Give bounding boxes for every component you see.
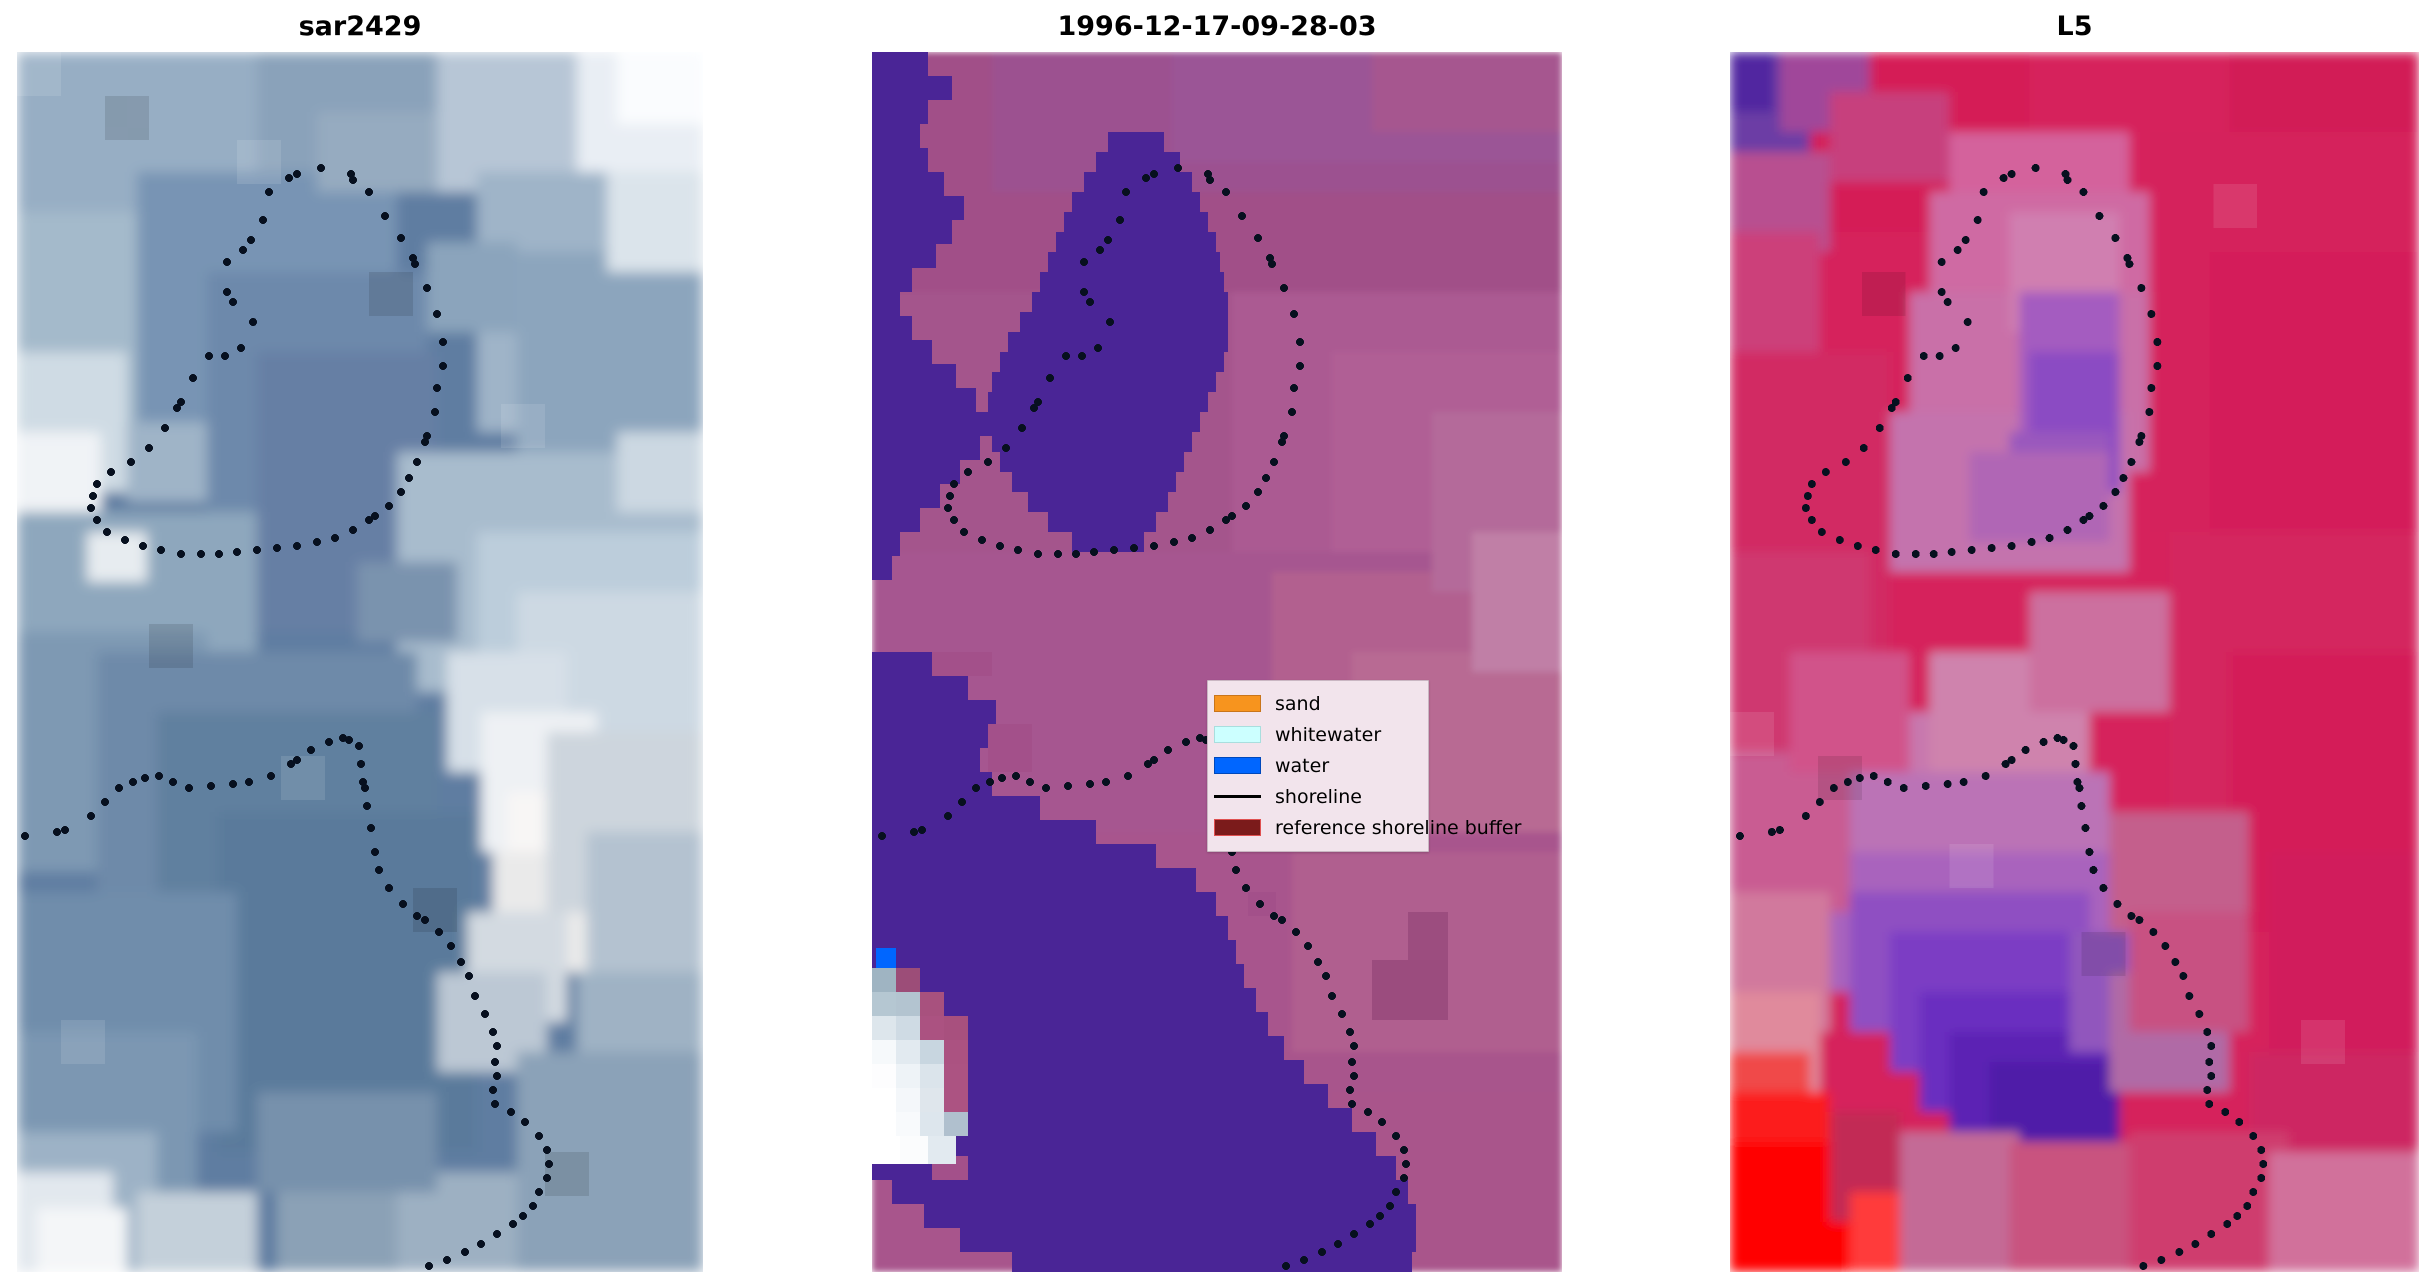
legend-label-reference-buffer: reference shoreline buffer — [1275, 816, 1522, 839]
shoreline-dots-lower — [878, 734, 1410, 1270]
panel-index-l5: L5 — [1730, 10, 2419, 1272]
legend: sand whitewater water shoreline referenc… — [1207, 680, 1521, 852]
legend-label-sand: sand — [1275, 692, 1321, 715]
legend-item-whitewater: whitewater — [1214, 719, 1420, 750]
shoreline-dots-upper — [1801, 164, 2162, 558]
raster-index — [1730, 52, 2419, 1272]
class-bright-cells — [872, 912, 1448, 1164]
legend-item-shoreline: shoreline — [1214, 781, 1420, 812]
panel-title-sar2429: sar2429 — [298, 11, 422, 42]
panel-image-classification[interactable]: sand whitewater water shoreline referenc… — [872, 52, 1562, 1272]
whitewater-swatch — [1214, 726, 1261, 743]
panel-title-l5: L5 — [2056, 11, 2093, 42]
legend-item-sand: sand — [1214, 688, 1420, 719]
shoreline-dots-upper — [87, 164, 447, 558]
legend-label-water: water — [1275, 754, 1330, 777]
panel-sar2429: sar2429 — [17, 10, 703, 1272]
panel-classification: 1996-12-17-09-28-03 — [872, 10, 1562, 1272]
shoreline-dots-lower — [21, 734, 553, 1270]
legend-item-reference-buffer: reference shoreline buffer — [1214, 812, 1521, 843]
shoreline-dots-lower — [1735, 734, 2268, 1270]
legend-label-whitewater: whitewater — [1275, 723, 1382, 746]
panel-image-sar2429[interactable] — [17, 52, 703, 1272]
legend-label-shoreline: shoreline — [1275, 785, 1362, 808]
panel-image-l5[interactable] — [1730, 52, 2419, 1272]
reference-buffer-swatch — [1214, 819, 1261, 836]
water-swatch — [1214, 757, 1261, 774]
shoreline-dots-upper — [944, 164, 1304, 558]
panel-title-classification: 1996-12-17-09-28-03 — [1057, 11, 1377, 42]
sand-swatch — [1214, 695, 1261, 712]
raster-rgb-composite — [17, 52, 703, 1272]
legend-item-water: water — [1214, 750, 1420, 781]
raster-classification — [872, 52, 1562, 1272]
shoreline-line-swatch — [1214, 788, 1261, 805]
